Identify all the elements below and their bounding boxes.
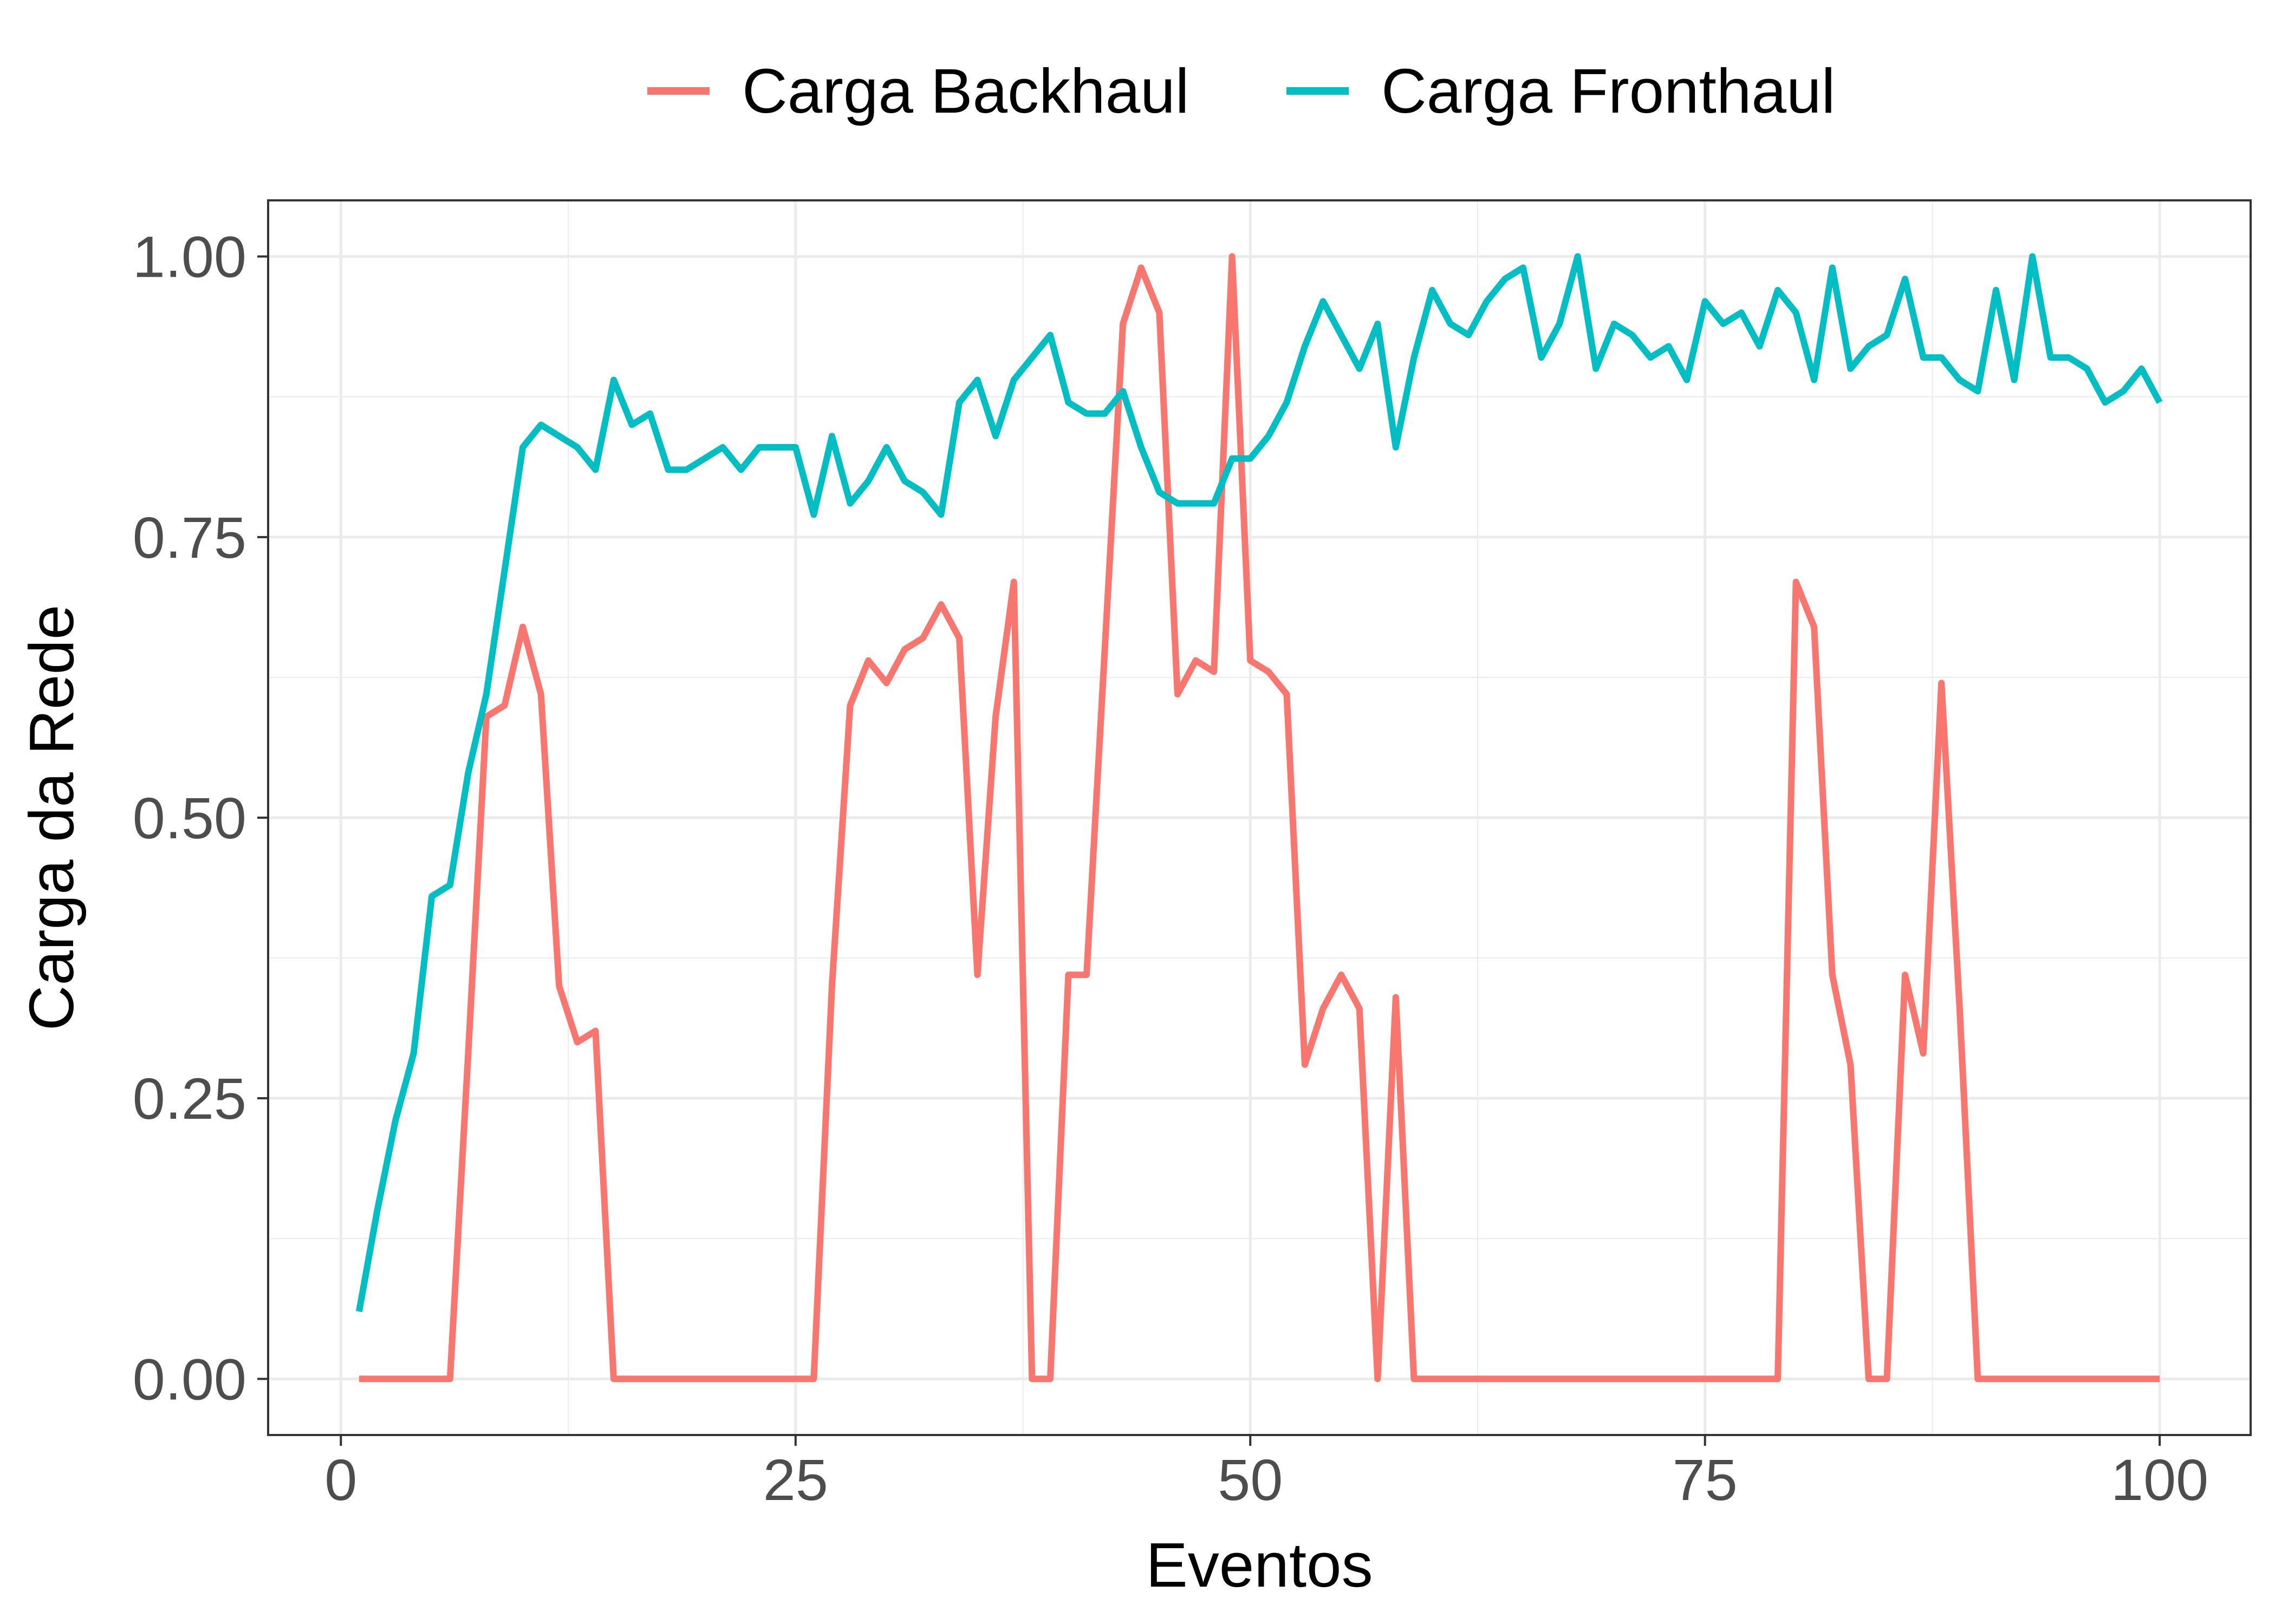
series-line	[359, 253, 2160, 1382]
y-tick-label: 0.75	[133, 505, 246, 570]
legend: Carga Backhaul Carga Fronthaul	[647, 56, 1835, 126]
y-tick-label: 0.25	[133, 1066, 246, 1131]
y-tick-label: 0.50	[133, 785, 246, 851]
series-lines	[355, 253, 2163, 1382]
legend-label: Carga Fronthaul	[1381, 56, 1835, 126]
x-axis-ticks: 0 25 50 75 100	[324, 1435, 2208, 1512]
legend-label: Carga Backhaul	[742, 56, 1189, 126]
y-axis-title: Carga da Rede	[16, 605, 87, 1031]
x-tick-label: 50	[1218, 1447, 1283, 1512]
y-tick-label: 1.00	[133, 224, 246, 290]
y-axis-ticks: 0.00 0.25 0.50 0.75 1.00	[133, 224, 268, 1412]
y-tick-label: 0.00	[133, 1346, 246, 1412]
x-tick-label: 25	[763, 1447, 828, 1512]
x-axis-title: Eventos	[1146, 1530, 1373, 1600]
major-gridlines	[268, 200, 2251, 1435]
series-line	[355, 253, 2163, 1313]
x-tick-label: 75	[1673, 1447, 1738, 1512]
x-tick-label: 0	[324, 1447, 357, 1512]
x-tick-label: 100	[2111, 1447, 2208, 1512]
